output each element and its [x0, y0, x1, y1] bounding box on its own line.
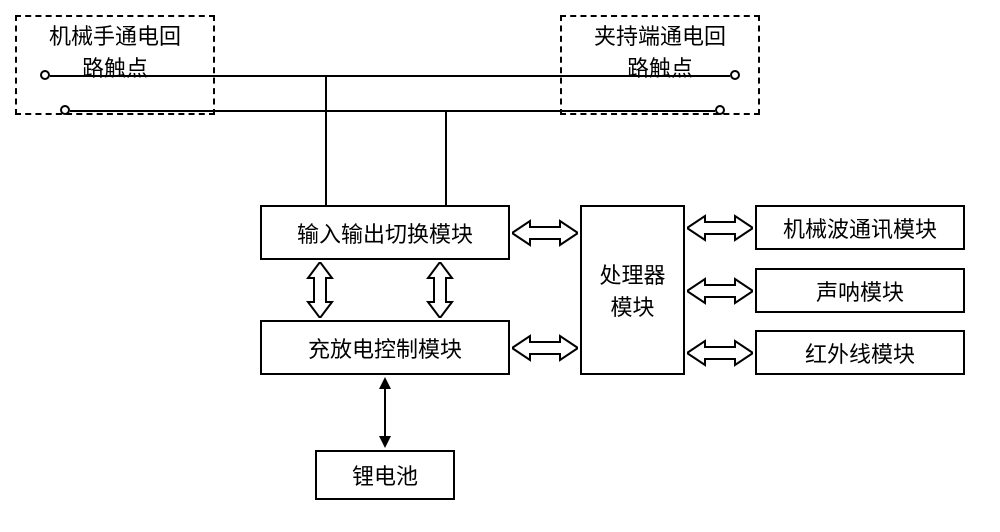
arrow-charge-processor [512, 333, 578, 363]
battery-box: 锂电池 [315, 450, 455, 500]
arrow-proc-infrared [687, 338, 753, 368]
circuit-top-line [50, 75, 730, 77]
circle-mid-left [60, 105, 70, 115]
arrow-charge-battery [376, 377, 394, 448]
left-dashed-box: 机械手通电回 路触点 [15, 15, 215, 115]
left-dashed-label: 机械手通电回 路触点 [49, 19, 181, 111]
circle-top-left [40, 70, 50, 80]
infrared-box: 红外线模块 [755, 330, 965, 375]
sonar-label: 声呐模块 [816, 275, 904, 307]
io-switch-label: 输入输出切换模块 [297, 217, 473, 249]
drop-line-2 [445, 110, 447, 205]
right-dashed-box: 夹持端通电回 路触点 [560, 15, 760, 115]
circle-mid-right [715, 105, 725, 115]
circle-top-right [730, 70, 740, 80]
right-dashed-label: 夹持端通电回 路触点 [594, 19, 726, 111]
circuit-mid-line [70, 110, 715, 112]
arrow-proc-sonar [687, 276, 753, 306]
battery-label: 锂电池 [352, 459, 418, 491]
processor-box: 处理器 模块 [580, 205, 685, 375]
mechwave-label: 机械波通讯模块 [783, 212, 937, 244]
arrow-io-charge-1 [305, 262, 335, 318]
io-switch-box: 输入输出切换模块 [260, 205, 510, 260]
charge-ctrl-label: 充放电控制模块 [308, 332, 462, 364]
charge-ctrl-box: 充放电控制模块 [260, 320, 510, 375]
arrow-io-charge-2 [425, 262, 455, 318]
mechwave-box: 机械波通讯模块 [755, 205, 965, 250]
sonar-box: 声呐模块 [755, 268, 965, 313]
arrow-io-processor [512, 218, 578, 248]
infrared-label: 红外线模块 [805, 337, 915, 369]
arrow-proc-mechwave [687, 213, 753, 243]
drop-line-1 [325, 75, 327, 205]
processor-label: 处理器 模块 [599, 258, 665, 322]
